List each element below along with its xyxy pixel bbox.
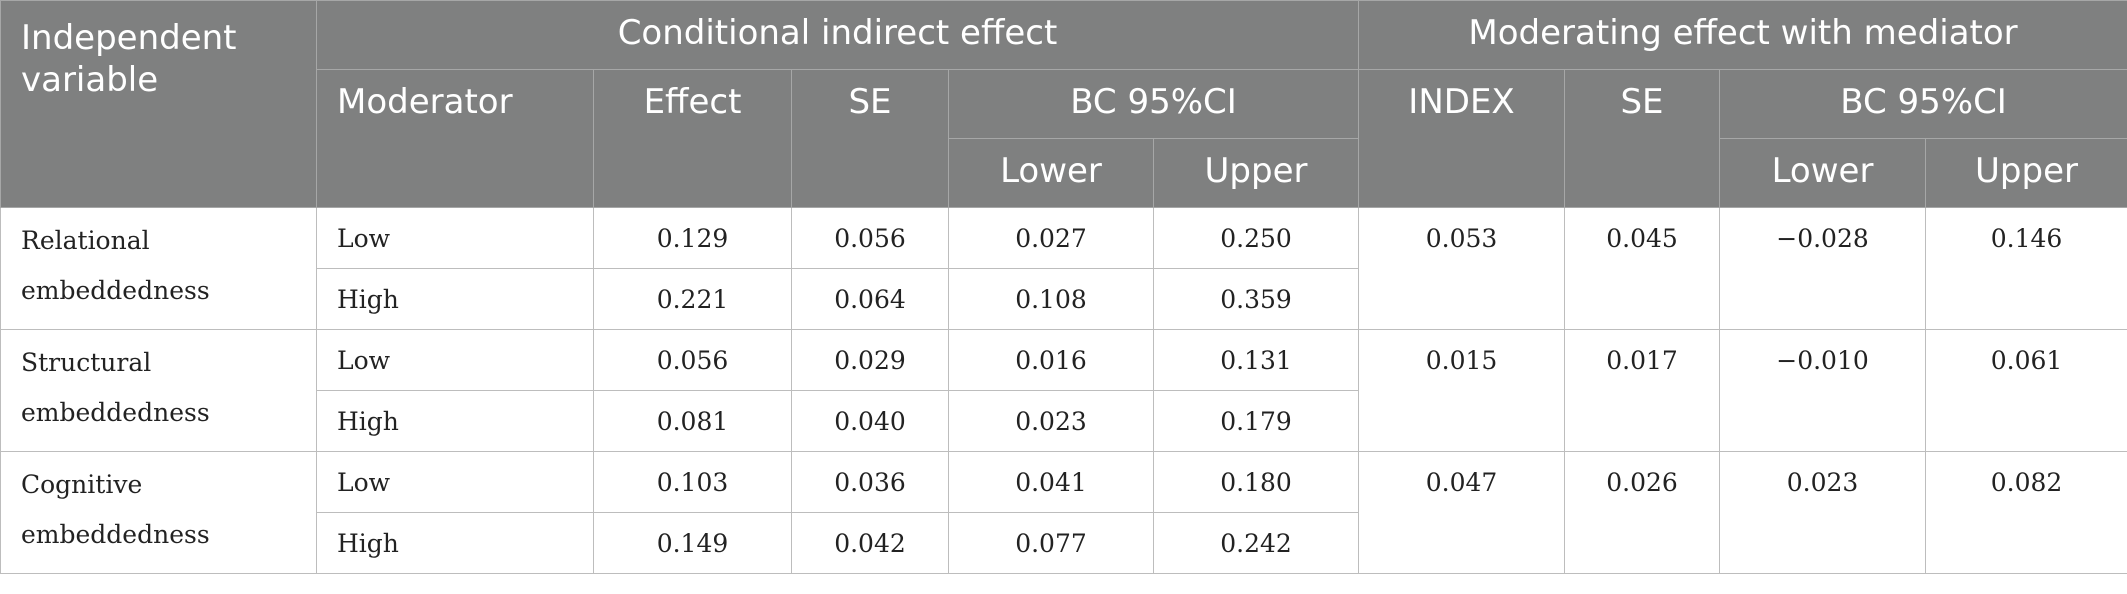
se-cell: 0.029 xyxy=(791,329,949,391)
header-index-lower: Lower xyxy=(1719,138,1927,208)
index-lower-cell: −0.028 xyxy=(1719,207,1927,330)
index-lower-cell: 0.023 xyxy=(1719,451,1927,574)
index-cell: 0.053 xyxy=(1358,207,1566,330)
table-row: High 0.149 0.042 0.077 0.242 xyxy=(1,512,2127,574)
index-cell: 0.015 xyxy=(1358,329,1566,452)
upper-cell: 0.179 xyxy=(1152,390,1360,452)
upper-cell: 0.131 xyxy=(1152,329,1360,391)
moderator-cell: High xyxy=(316,512,594,574)
moderator-cell: Low xyxy=(316,207,594,269)
table-row: Structural embeddedness Low 0.056 0.029 … xyxy=(0,329,2127,452)
moderator-cell: High xyxy=(316,268,594,330)
header-se: SE xyxy=(791,69,949,208)
header-moderating-effect: Moderating effect with mediator xyxy=(1358,0,2127,70)
header-effect: Effect xyxy=(593,69,792,208)
upper-cell: 0.359 xyxy=(1152,268,1360,330)
lower-cell: 0.016 xyxy=(948,329,1154,391)
index-upper-cell: 0.146 xyxy=(1925,207,2127,330)
lower-cell: 0.041 xyxy=(948,451,1154,513)
index-se-cell: 0.017 xyxy=(1564,329,1721,452)
header-conditional-indirect-effect: Conditional indirect effect xyxy=(315,0,1360,70)
table-header: Independent variable Conditional indirec… xyxy=(0,0,2127,208)
effect-cell: 0.103 xyxy=(593,451,792,513)
se-cell: 0.042 xyxy=(791,512,949,574)
effect-cell: 0.149 xyxy=(593,512,792,574)
upper-cell: 0.250 xyxy=(1152,207,1360,269)
moderator-cell: High xyxy=(316,390,594,452)
upper-cell: 0.242 xyxy=(1152,512,1360,574)
table-row: Cognitive embeddedness Low 0.103 0.036 0… xyxy=(0,451,2127,574)
effect-cell: 0.081 xyxy=(593,390,792,452)
independent-variable-cell: Cognitive embeddedness xyxy=(0,451,317,574)
se-cell: 0.064 xyxy=(791,268,949,330)
table-row: Relational embeddedness Low 0.129 0.056 … xyxy=(0,207,2127,330)
header-index-se: SE xyxy=(1564,69,1721,208)
table-row: High 0.081 0.040 0.023 0.179 xyxy=(1,390,2127,452)
header-index-bc95ci: BC 95%CI xyxy=(1719,69,2127,139)
index-upper-cell: 0.061 xyxy=(1925,329,2127,452)
results-table: Independent variable Conditional indirec… xyxy=(0,0,2127,574)
header-upper: Upper xyxy=(1152,138,1360,208)
lower-cell: 0.023 xyxy=(948,390,1154,452)
moderator-cell: Low xyxy=(316,451,594,513)
upper-cell: 0.180 xyxy=(1152,451,1360,513)
lower-cell: 0.108 xyxy=(948,268,1154,330)
effect-cell: 0.129 xyxy=(593,207,792,269)
lower-cell: 0.027 xyxy=(948,207,1154,269)
index-lower-cell: −0.010 xyxy=(1719,329,1927,452)
se-cell: 0.040 xyxy=(791,390,949,452)
header-moderator: Moderator xyxy=(316,69,594,208)
header-index-upper: Upper xyxy=(1925,138,2127,208)
table-body: Relational embeddedness Low 0.129 0.056 … xyxy=(0,207,2127,574)
independent-variable-cell: Relational embeddedness xyxy=(0,207,317,330)
independent-variable-cell: Structural embeddedness xyxy=(0,329,317,452)
lower-cell: 0.077 xyxy=(948,512,1154,574)
header-lower: Lower xyxy=(948,138,1154,208)
index-se-cell: 0.045 xyxy=(1564,207,1721,330)
header-bc95ci: BC 95%CI xyxy=(947,69,1360,139)
moderator-cell: Low xyxy=(316,329,594,391)
effect-cell: 0.056 xyxy=(593,329,792,391)
se-cell: 0.036 xyxy=(791,451,949,513)
header-index: INDEX xyxy=(1358,69,1566,208)
effect-cell: 0.221 xyxy=(593,268,792,330)
header-independent-variable: Independent variable xyxy=(0,0,317,208)
se-cell: 0.056 xyxy=(791,207,949,269)
index-upper-cell: 0.082 xyxy=(1925,451,2127,574)
index-se-cell: 0.026 xyxy=(1564,451,1721,574)
index-cell: 0.047 xyxy=(1358,451,1566,574)
